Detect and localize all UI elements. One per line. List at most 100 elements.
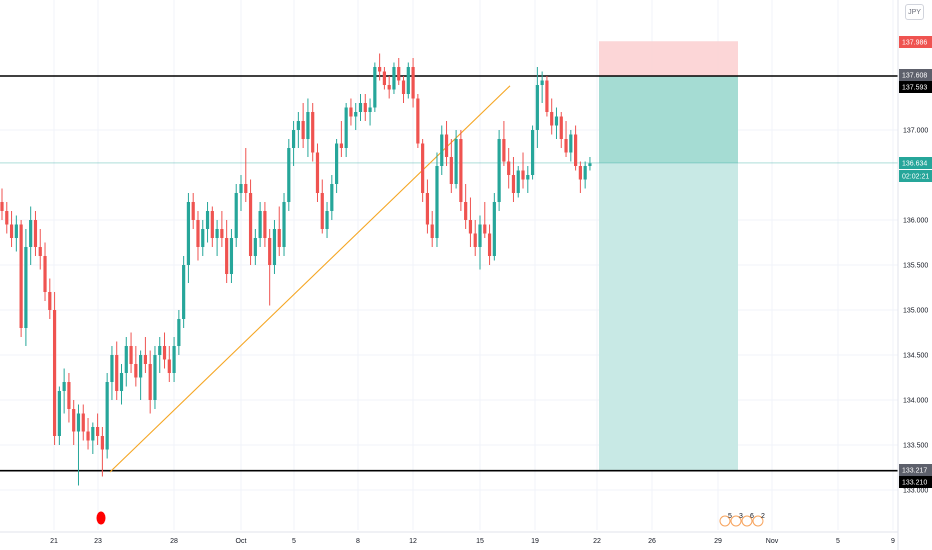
- candle: [526, 166, 530, 193]
- candle: [62, 368, 66, 414]
- candle-body: [344, 107, 348, 148]
- price-tag-bg: [899, 170, 932, 182]
- candle: [301, 103, 305, 148]
- candle: [248, 179, 253, 265]
- y-tick-label: 134.000: [903, 398, 928, 405]
- candle-body: [330, 184, 334, 211]
- candle: [182, 256, 186, 328]
- candle-body: [349, 107, 353, 117]
- candle-body: [287, 148, 291, 202]
- candle: [507, 148, 511, 189]
- candle: [177, 310, 181, 355]
- earnings-icon: [741, 515, 753, 527]
- candle-body: [559, 116, 563, 139]
- candle-body: [464, 202, 468, 220]
- candle: [492, 193, 496, 261]
- candle: [530, 125, 535, 180]
- candle-body: [96, 427, 100, 436]
- candle: [416, 94, 420, 148]
- candle-body: [392, 67, 396, 90]
- candle-body: [574, 134, 578, 166]
- candle: [368, 98, 372, 126]
- candle: [473, 220, 477, 256]
- candle: [502, 121, 506, 166]
- candle-body: [416, 98, 420, 144]
- trendline-group[interactable]: [109, 85, 511, 473]
- candle-body: [139, 355, 143, 378]
- candle-body: [540, 80, 544, 85]
- candle-body: [535, 85, 539, 130]
- candle-body: [363, 103, 367, 112]
- candle-body: [52, 310, 57, 436]
- candle-body: [554, 116, 559, 126]
- candle: [148, 350, 152, 414]
- candle: [363, 94, 367, 121]
- candle: [483, 202, 487, 238]
- candle-body: [325, 211, 329, 229]
- candle-body: [401, 80, 406, 94]
- candle-body: [421, 143, 425, 193]
- stop-loss-zone: [599, 41, 738, 76]
- candle: [459, 130, 463, 211]
- price-tags: 137.986 137.608 137.593 136.634 02:02:21 133.…: [899, 36, 932, 488]
- candle-body: [268, 238, 272, 265]
- candle-body: [9, 224, 14, 238]
- currency-label[interactable]: JPY: [905, 4, 924, 20]
- candle-body: [354, 112, 358, 117]
- candle: [545, 76, 549, 117]
- candle: [401, 76, 406, 103]
- candle-body: [248, 193, 253, 256]
- candle-body: [129, 346, 133, 364]
- trendline: [109, 85, 511, 473]
- candle: [521, 152, 525, 189]
- candle: [559, 112, 563, 148]
- candle: [191, 193, 195, 229]
- candle-body: [134, 364, 138, 378]
- candle-body: [397, 67, 401, 81]
- candle-body: [387, 85, 391, 90]
- candle-body: [483, 224, 487, 234]
- candle: [162, 332, 167, 369]
- candle: [430, 211, 434, 247]
- candle-body: [67, 382, 71, 409]
- position-zones[interactable]: [0, 41, 898, 471]
- candle-body: [291, 130, 296, 148]
- earnings-count-label: 2: [761, 513, 765, 520]
- candle: [38, 229, 42, 270]
- candle: [588, 157, 592, 171]
- candle-body: [521, 170, 525, 180]
- candle: [325, 202, 329, 238]
- candle-body: [220, 229, 224, 238]
- candle-body: [33, 220, 38, 247]
- candle: [105, 373, 109, 459]
- candle: [435, 152, 439, 247]
- candle: [339, 121, 343, 157]
- x-tick-label: 28: [170, 538, 178, 545]
- price-tag-bg: [899, 476, 932, 488]
- x-tick-label: 12: [409, 538, 417, 545]
- candle: [344, 103, 348, 157]
- price-tag-label: 137.593: [902, 85, 927, 92]
- candle-body: [545, 80, 549, 112]
- candle-body: [124, 346, 128, 373]
- candle: [306, 98, 310, 157]
- candle: [511, 157, 516, 202]
- candle: [291, 121, 296, 166]
- candle-body: [196, 220, 200, 247]
- candle: [115, 341, 119, 400]
- x-tick-label: 8: [356, 538, 360, 545]
- candle: [397, 58, 401, 85]
- candle-body: [253, 238, 257, 256]
- x-tick-label: 22: [593, 538, 601, 545]
- price-tag-label: 02:02:21: [902, 174, 929, 181]
- candle-body: [48, 292, 52, 310]
- horizontal-lines[interactable]: [0, 75, 898, 472]
- candle: [454, 130, 458, 189]
- candles: [0, 53, 592, 486]
- candle-body: [191, 202, 195, 220]
- candle: [315, 143, 320, 202]
- candle-body: [378, 67, 382, 72]
- candle-body: [430, 224, 434, 238]
